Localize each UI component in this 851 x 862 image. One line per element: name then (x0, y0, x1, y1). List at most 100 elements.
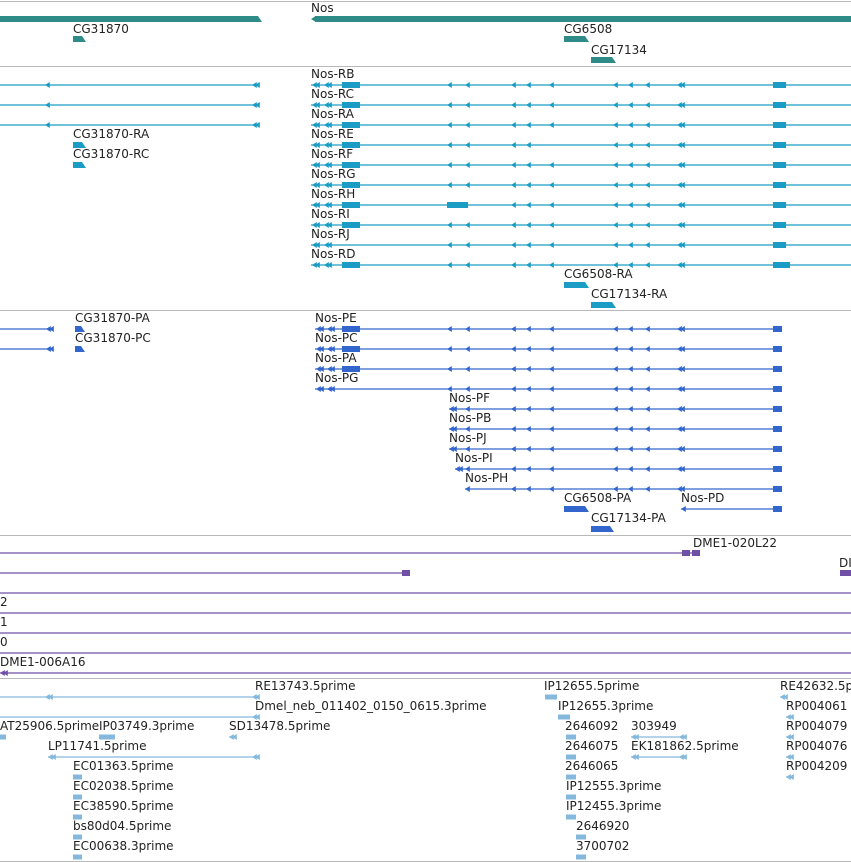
feature-label[interactable]: Nos-PJ (449, 431, 487, 445)
feature-label[interactable]: Nos-PF (449, 391, 491, 405)
feature-label[interactable]: 2 (0, 595, 8, 609)
feature-label[interactable]: Nos-RA (311, 107, 354, 121)
feature-label[interactable]: IP12655.3prime (558, 699, 654, 713)
strand-arrow-icon (585, 506, 589, 512)
strand-arrow-icon (511, 262, 516, 268)
feature-label[interactable]: 1 (0, 615, 8, 629)
exon-block (342, 222, 360, 228)
feature-label[interactable]: Nos-RF (311, 147, 354, 161)
feature-label[interactable]: CG17134-RA (591, 287, 668, 301)
strand-arrow-icon (645, 486, 650, 492)
exon-block (342, 182, 360, 188)
feature-label[interactable]: CG17134-PA (591, 511, 666, 525)
feature-label[interactable]: RP004061 (786, 699, 848, 713)
strand-arrow-icon (229, 734, 234, 740)
feature-label[interactable]: 0 (0, 635, 8, 649)
strand-arrow-icon (628, 486, 633, 492)
feature-label[interactable]: Nos-PC (315, 331, 358, 345)
feature-label[interactable]: Nos-RE (311, 127, 354, 141)
feature-block (73, 162, 82, 168)
feature-label[interactable]: CG31870 (73, 22, 129, 36)
feature-label[interactable]: CG31870-RC (73, 147, 150, 161)
feature-label[interactable]: Nos-PA (315, 351, 357, 365)
feature-label[interactable]: DI (839, 556, 851, 570)
feature-label[interactable]: Nos-PB (449, 411, 492, 425)
feature-label[interactable]: Nos-RH (311, 187, 356, 201)
feature-label[interactable]: CG31870-PC (75, 331, 151, 345)
feature-label[interactable]: RP004079 (786, 719, 848, 733)
feature-label[interactable]: Dmel_neb_011402_0150_0615.3prime (255, 699, 487, 713)
feature-label[interactable]: 2646065 (565, 759, 619, 773)
feature-label[interactable]: Nos-RC (311, 87, 355, 101)
feature-label[interactable]: Nos-RJ (311, 227, 350, 241)
feature-label[interactable]: RP004076 (786, 739, 848, 753)
feature-label[interactable]: DME1-006A16 (0, 655, 86, 669)
feature-label[interactable]: EC00638.3prime (73, 839, 174, 853)
strand-arrow-icon (645, 222, 650, 228)
strand-arrow-icon (677, 326, 682, 332)
feature-label[interactable]: CG6508-RA (564, 267, 633, 281)
feature-label[interactable]: 2646075 (565, 739, 619, 753)
strand-arrow-icon (252, 102, 257, 108)
feature-label[interactable]: 2646920 (576, 819, 630, 833)
feature-label[interactable]: IP03749.3prime (99, 719, 195, 733)
feature-label[interactable]: IP12455.3prime (566, 799, 662, 813)
feature-label[interactable]: IP12555.3prime (566, 779, 662, 793)
feature-label[interactable]: Nos-RG (311, 167, 356, 181)
feature-label[interactable]: RE42632.5p (780, 679, 851, 693)
feature-label[interactable]: EC38590.5prime (73, 799, 174, 813)
strand-arrow-icon (549, 82, 554, 88)
feature-label[interactable]: EC02038.5prime (73, 779, 174, 793)
feature-label[interactable]: LP11741.5prime (48, 739, 147, 753)
feature-label[interactable]: IP12655.5prime (544, 679, 640, 693)
feature-label[interactable]: 2646092 (565, 719, 619, 733)
feature-label[interactable]: Nos-PE (315, 311, 357, 325)
strand-arrow-icon (447, 346, 452, 352)
feature-label[interactable]: EK181862.5prime (631, 739, 739, 753)
feature-label[interactable]: Nos-PI (455, 451, 493, 465)
feature-label[interactable]: Nos-PG (315, 371, 359, 385)
strand-arrow-icon (677, 202, 682, 208)
feature-label[interactable]: Nos-RD (311, 247, 356, 261)
feature-label[interactable]: EC01363.5prime (73, 759, 174, 773)
feature-label[interactable]: 3700702 (576, 839, 630, 853)
feature-label[interactable]: CG31870-RA (73, 127, 150, 141)
strand-arrow-icon (511, 366, 516, 372)
strand-arrow-icon (645, 122, 650, 128)
feature-label[interactable]: Nos-RI (311, 207, 350, 221)
feature-label[interactable]: RP004209 (786, 759, 848, 773)
strand-arrow-icon (612, 302, 616, 308)
feature-block (73, 142, 82, 148)
feature-label[interactable]: CG6508 (564, 22, 613, 36)
strand-arrow-icon (677, 386, 682, 392)
strand-arrow-icon (449, 406, 454, 412)
feature-label[interactable]: CG6508-PA (564, 491, 632, 505)
strand-arrow-icon (628, 346, 633, 352)
feature-label[interactable]: CG31870-PA (75, 311, 150, 325)
strand-arrow-icon (613, 346, 618, 352)
strand-arrow-icon (324, 262, 329, 268)
strand-arrow-icon (677, 102, 682, 108)
feature-label[interactable]: Nos (311, 1, 334, 15)
strand-arrow-icon (330, 346, 335, 352)
feature-label[interactable]: bs80d04.5prime (73, 819, 172, 833)
feature-label[interactable]: Nos-RB (311, 67, 355, 81)
strand-arrow-icon (252, 754, 257, 760)
strand-arrow-icon (628, 142, 633, 148)
strand-arrow-icon (680, 162, 685, 168)
strand-arrow-icon (252, 714, 257, 720)
feature-label[interactable]: Nos-PH (465, 471, 509, 485)
feature-label[interactable]: RE13743.5prime (255, 679, 356, 693)
feature-label[interactable]: 303949 (631, 719, 677, 733)
feature-label[interactable]: AT25906.5prime (0, 719, 100, 733)
feature-label[interactable]: SD13478.5prime (229, 719, 331, 733)
strand-arrow-icon (628, 242, 633, 248)
feature-label[interactable]: DME1-020L22 (693, 536, 777, 550)
strand-arrow-icon (45, 102, 50, 108)
exon-block (773, 102, 786, 108)
strand-arrow-icon (252, 82, 257, 88)
strand-arrow-icon (311, 16, 316, 22)
feature-label[interactable]: CG17134 (591, 43, 647, 57)
feature-label[interactable]: Nos-PD (681, 491, 725, 505)
